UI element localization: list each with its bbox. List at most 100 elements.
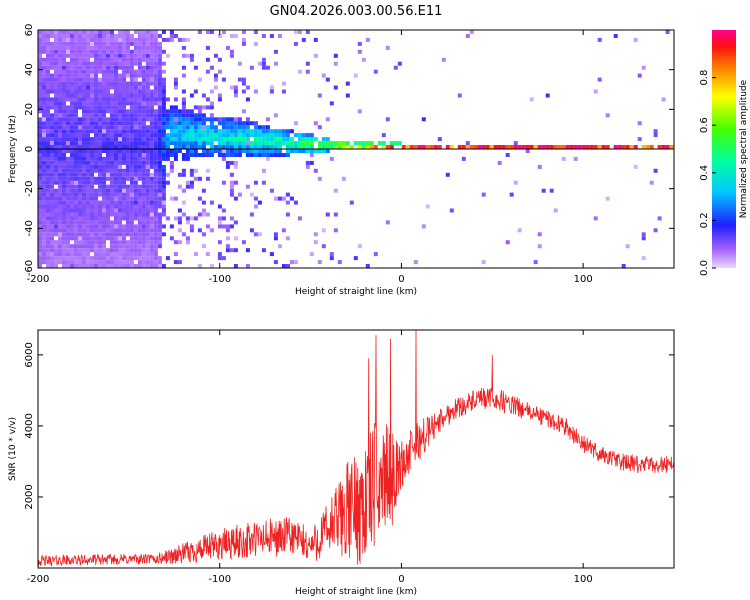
- heatmap-cell: [213, 117, 218, 122]
- heatmap-cell: [129, 133, 134, 138]
- heatmap-cell: [181, 97, 186, 102]
- heatmap-cell: [149, 109, 154, 114]
- heatmap-cell: [641, 145, 646, 149]
- heatmap-cell: [118, 129, 122, 134]
- heatmap-cell: [54, 172, 58, 177]
- heatmap-cell: [50, 149, 54, 153]
- heatmap-cell: [133, 176, 138, 181]
- heatmap-cell: [149, 89, 154, 94]
- heatmap-cell: [229, 160, 234, 165]
- heatmap-cell: [78, 129, 82, 134]
- heatmap-cell: [50, 204, 54, 209]
- heatmap-cell: [225, 248, 230, 253]
- heatmap-cell: [209, 137, 214, 142]
- heatmap-cell: [189, 57, 194, 62]
- heatmap-cell: [149, 164, 154, 169]
- heatmap-cell: [181, 212, 186, 217]
- heatmap-cell: [46, 141, 50, 146]
- heatmap-cell: [293, 149, 298, 153]
- heatmap-cell: [465, 145, 470, 149]
- heatmap-cell: [157, 61, 162, 66]
- heatmap-cell: [129, 256, 134, 261]
- heatmap-cell: [42, 212, 46, 217]
- heatmap-cell: [145, 228, 150, 233]
- heatmap-cell: [106, 137, 110, 142]
- heatmap-cell: [122, 34, 126, 38]
- heatmap-cell: [149, 244, 154, 249]
- heatmap-cell: [281, 133, 286, 138]
- heatmap-cell: [249, 65, 254, 70]
- heatmap-cell: [86, 65, 90, 70]
- heatmap-cell: [129, 228, 134, 233]
- heatmap-cell: [641, 65, 646, 70]
- heatmap-cell: [114, 49, 118, 54]
- heatmap-cell: [70, 85, 74, 90]
- heatmap-cell: [82, 113, 86, 118]
- colorbar-tick-label: 0.6: [699, 117, 710, 133]
- heatmap-cell: [66, 164, 70, 169]
- heatmap-cell: [46, 156, 50, 161]
- heatmap-cell: [102, 57, 106, 62]
- heatmap-cell: [169, 160, 174, 165]
- heatmap-cell: [233, 196, 238, 201]
- heatmap-cell: [149, 69, 154, 74]
- heatmap-cell: [74, 188, 78, 193]
- heatmap-cell: [90, 180, 94, 185]
- heatmap-cell: [62, 240, 66, 245]
- heatmap-cell: [54, 85, 58, 90]
- heatmap-cell: [78, 34, 82, 38]
- heatmap-cell: [86, 73, 90, 78]
- heatmap-cell: [245, 85, 250, 90]
- heatmap-cell: [86, 97, 90, 102]
- heatmap-cell: [277, 141, 282, 146]
- heatmap-cell: [82, 248, 86, 253]
- heatmap-cell: [106, 53, 110, 58]
- heatmap-cell: [285, 212, 290, 217]
- heatmap-cell: [118, 220, 122, 225]
- heatmap-cell: [62, 37, 66, 42]
- heatmap-cell: [145, 57, 150, 62]
- heatmap-cell: [185, 184, 190, 189]
- heatmap-cell: [38, 41, 42, 46]
- heatmap-cell: [305, 30, 310, 34]
- heatmap-cell: [129, 37, 134, 42]
- heatmap-cell: [78, 220, 82, 225]
- heatmap-cell: [229, 192, 234, 197]
- heatmap-cell: [38, 172, 42, 177]
- heatmap-cell: [90, 137, 94, 142]
- heatmap-cell: [125, 252, 130, 257]
- heatmap-cell: [233, 236, 238, 241]
- heatmap-cell: [42, 160, 46, 165]
- heatmap-cell: [125, 81, 130, 86]
- heatmap-cell: [129, 93, 134, 98]
- heatmap-cell: [373, 252, 378, 257]
- heatmap-cell: [133, 168, 138, 173]
- heatmap-cell: [137, 160, 142, 165]
- heatmap-cell: [118, 252, 122, 257]
- heatmap-cell: [237, 145, 242, 149]
- heatmap-cell: [537, 164, 542, 169]
- heatmap-cell: [110, 236, 114, 241]
- heatmap-cell: [106, 34, 110, 38]
- heatmap-cell: [125, 37, 130, 42]
- heatmap-cell: [122, 121, 126, 126]
- heatmap-cell: [118, 125, 122, 130]
- heatmap-cell: [50, 113, 54, 118]
- heatmap-cell: [141, 204, 146, 209]
- heatmap-cell: [145, 133, 150, 138]
- heatmap-cell: [118, 192, 122, 197]
- heatmap-cell: [62, 252, 66, 257]
- heatmap-cell: [173, 153, 178, 157]
- heatmap-cell: [205, 168, 210, 173]
- heatmap-cell: [213, 77, 218, 82]
- heatmap-cell: [125, 145, 130, 149]
- heatmap-cell: [46, 61, 50, 66]
- heatmap-cell: [46, 81, 50, 86]
- heatmap-cell: [118, 160, 122, 165]
- heatmap-cell: [50, 176, 54, 181]
- heatmap-cell: [38, 240, 42, 245]
- heatmap-cell: [509, 145, 514, 149]
- heatmap-cell: [122, 125, 126, 130]
- heatmap-cell: [82, 204, 86, 209]
- heatmap-cell: [86, 252, 90, 257]
